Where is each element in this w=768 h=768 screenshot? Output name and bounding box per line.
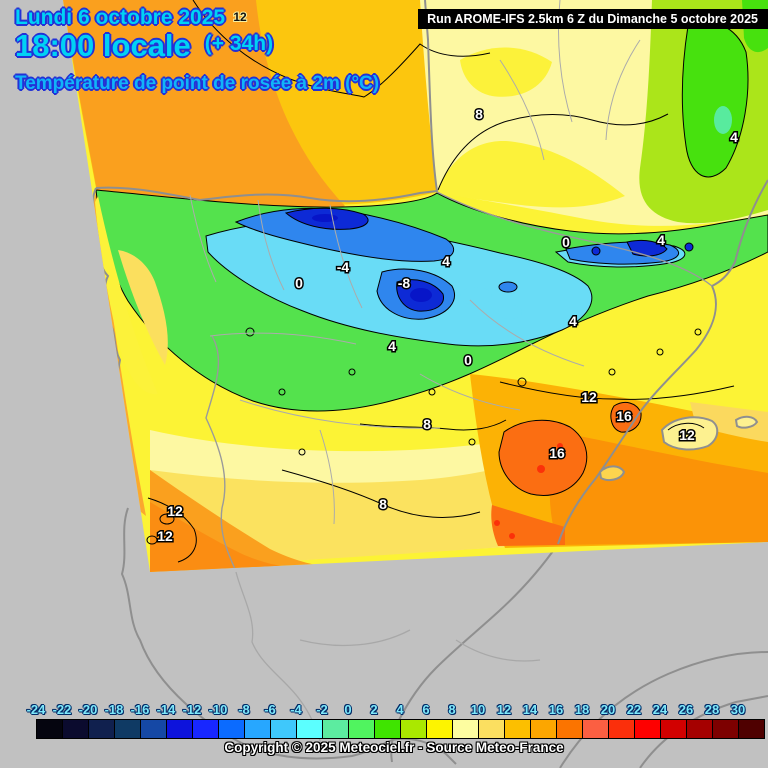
contour-label: 16 [549, 445, 565, 461]
scale-tick-label: 4 [396, 702, 404, 717]
scale-tick-label: 10 [470, 702, 486, 717]
parameter-title: Température de point de rosée à 2m (°C) [15, 73, 380, 94]
contour-label: 8 [423, 416, 431, 432]
contour-labels: 12 -4 0 -8 4 4 0 4 4 0 8 4 8 8 12 12 12 16 16 12 [156, 9, 740, 546]
scale-tick-label: 6 [422, 702, 430, 717]
contour-label: 4 [569, 313, 577, 329]
contour-label: 12 [157, 528, 173, 544]
scale-tick-label: 30 [730, 702, 746, 717]
valid-time-label: 18:00 locale (+ 34h) [15, 28, 273, 64]
scale-cell [738, 719, 765, 739]
scale-cell [556, 719, 583, 739]
contour-label: 8 [379, 496, 387, 512]
scale-cell [660, 719, 687, 739]
scale-cell [530, 719, 557, 739]
scale-tick-label: 22 [626, 702, 642, 717]
scale-cell [270, 719, 297, 739]
scale-cell [322, 719, 349, 739]
temperature-scale: -24 -22 -20 -18 -16 -14 -12 -10 -8 -6 -4 -2 0 2 4 6 8 10 1… [27, 702, 765, 739]
scale-tick-label: 16 [548, 702, 564, 717]
scale-cell [686, 719, 713, 739]
scale-cell [452, 719, 479, 739]
scale-cell [114, 719, 141, 739]
scale-cell [504, 719, 531, 739]
scale-cell [244, 719, 271, 739]
scale-cell [218, 719, 245, 739]
scale-tick-label: -22 [52, 702, 72, 717]
scale-cell [88, 719, 115, 739]
local-time: 18:00 locale [15, 28, 191, 63]
contour-label: 4 [442, 253, 450, 269]
scale-tick-label: -16 [130, 702, 150, 717]
contour-label: 0 [464, 352, 472, 368]
scale-cell [348, 719, 375, 739]
borders-inside-domain [205, 191, 713, 572]
scale-tick-label: -24 [26, 702, 46, 717]
scale-tick-label: -2 [316, 702, 328, 717]
contour-label: 12 [679, 427, 695, 443]
scale-tick-label: 14 [522, 702, 538, 717]
scale-cell [712, 719, 739, 739]
scale-cell [582, 719, 609, 739]
contour-label: 4 [388, 338, 396, 354]
scale-tick-label: -8 [238, 702, 250, 717]
contour-label: 0 [562, 234, 570, 250]
scale-cell [374, 719, 401, 739]
scale-cell [166, 719, 193, 739]
scale-tick-label: -14 [156, 702, 176, 717]
scale-cell [296, 719, 323, 739]
copyright-notice: Copyright © 2025 Meteociel.fr - Source M… [224, 740, 564, 755]
scale-tick-label: -6 [264, 702, 276, 717]
scale-tick-label: 0 [344, 702, 352, 717]
scale-tick-label: 2 [370, 702, 378, 717]
contour-label: -4 [337, 259, 350, 275]
isolines [146, 0, 735, 563]
scale-tick-label: -12 [182, 702, 202, 717]
scale-cell [634, 719, 661, 739]
scale-tick-label: -18 [104, 702, 124, 717]
scale-cell [140, 719, 167, 739]
contour-label: 4 [730, 129, 738, 145]
model-run-info: Run AROME-IFS 2.5km 6 Z du Dimanche 5 oc… [418, 9, 768, 29]
scale-cell [426, 719, 453, 739]
scale-cell [400, 719, 427, 739]
scale-tick-label: 28 [704, 702, 720, 717]
scale-tick-label: 24 [652, 702, 668, 717]
admin-lines [189, 0, 641, 525]
scale-tick-label: 20 [600, 702, 616, 717]
contour-label: 4 [657, 232, 665, 248]
scale-tick-label: -4 [290, 702, 302, 717]
contour-label: 12 [233, 10, 247, 24]
scale-tick-label: -10 [208, 702, 228, 717]
scale-cell [478, 719, 505, 739]
contour-label: -8 [398, 275, 411, 291]
scale-tick-label: 18 [574, 702, 590, 717]
contour-label: 12 [167, 503, 183, 519]
contour-label: 8 [475, 106, 483, 122]
contour-label: 16 [616, 408, 632, 424]
date-label: Lundi 6 octobre 2025 [15, 6, 226, 29]
forecast-offset: (+ 34h) [204, 32, 274, 55]
scale-cell [62, 719, 89, 739]
scale-tick-label: 12 [496, 702, 512, 717]
scale-cell [608, 719, 635, 739]
contour-label: 0 [295, 275, 303, 291]
scale-tick-label: -20 [78, 702, 98, 717]
scale-cell [36, 719, 63, 739]
contour-label: 12 [581, 389, 597, 405]
scale-tick-label: 8 [448, 702, 456, 717]
scale-tick-label: 26 [678, 702, 694, 717]
scale-cell [192, 719, 219, 739]
